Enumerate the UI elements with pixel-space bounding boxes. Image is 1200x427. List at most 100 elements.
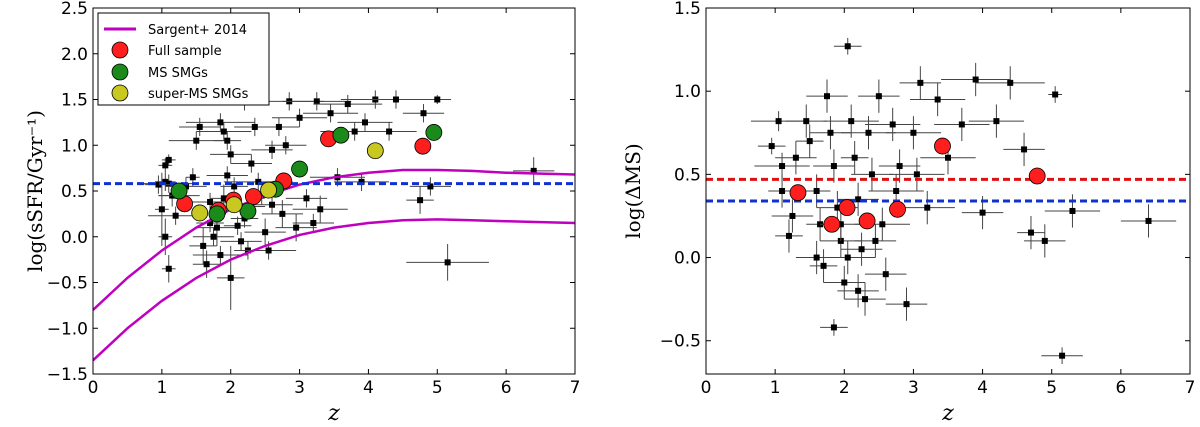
right-point (896, 163, 903, 170)
right-y-tick-label: 1.0 (674, 82, 701, 102)
left-point (155, 181, 162, 188)
right-x-tick-label: 5 (1046, 378, 1057, 398)
right-point (917, 79, 924, 86)
right-point (893, 188, 900, 194)
right-point (841, 279, 848, 286)
left-point (444, 259, 451, 266)
super-ms-smg-marker (225, 196, 243, 214)
left-point (530, 167, 537, 174)
right-point (1041, 237, 1048, 244)
right-point (903, 301, 910, 308)
left-point (227, 274, 234, 281)
full-sample-marker (245, 188, 262, 205)
right-y-tick-label: 1.5 (674, 0, 701, 19)
left-point (251, 123, 258, 130)
right-point (806, 138, 813, 145)
right-point (855, 287, 862, 294)
left-point (158, 206, 165, 213)
left-point (203, 261, 210, 268)
right-point (889, 121, 896, 128)
sargent-curve-upper (93, 168, 575, 311)
left-point (213, 224, 220, 231)
left-point (262, 229, 269, 236)
right-point (789, 212, 796, 219)
right-plot-frame (705, 7, 1191, 375)
legend-marker-full-sample (111, 41, 129, 59)
right-point (1052, 91, 1059, 98)
right-point (824, 93, 830, 100)
right-full-sample-marker (838, 199, 856, 217)
left-x-tick-label: 0 (88, 378, 99, 398)
left-point (269, 201, 276, 208)
left-point (165, 265, 172, 272)
left-x-tick-label: 7 (570, 378, 581, 398)
right-point (779, 188, 786, 194)
left-point (275, 123, 282, 130)
left-panel: 0 1 2 3 4 5 6 7 −1.5 −1.0 −0.5 0.0 0.5 1.0 1.5 2.0 2.5 l… (23, 0, 580, 426)
left-point (234, 222, 241, 229)
left-point (207, 220, 214, 227)
left-point (417, 197, 424, 204)
right-point (792, 154, 799, 161)
right-point (830, 324, 837, 331)
left-point (162, 162, 169, 169)
legend-label-sargent: Sargent+ 2014 (148, 23, 247, 38)
left-point (224, 137, 231, 144)
left-point (265, 247, 272, 254)
left-point (210, 233, 217, 240)
right-full-sample-marker (823, 215, 841, 233)
left-point (420, 110, 427, 117)
left-point (310, 220, 317, 227)
right-point (882, 271, 889, 278)
right-y-tick-label: −0.5 (660, 332, 701, 352)
right-point (924, 204, 931, 211)
left-point (217, 119, 224, 126)
left-point (279, 210, 286, 217)
left-point (434, 96, 441, 103)
right-point (913, 171, 920, 178)
right-full-sample-marker (1028, 167, 1046, 185)
right-x-tick-label: 1 (770, 378, 781, 398)
left-x-tick-label: 1 (156, 378, 167, 398)
left-point (248, 160, 255, 167)
right-point (820, 262, 827, 269)
right-point (848, 118, 855, 125)
left-point (196, 123, 203, 130)
left-point (317, 206, 324, 213)
right-x-tick-label: 2 (839, 378, 850, 398)
left-y-axis-label: log(sSFR/Gyr⁻¹) (23, 110, 47, 272)
right-point (958, 121, 965, 128)
right-y-tick-label: 0.5 (674, 165, 701, 185)
right-point (855, 196, 862, 203)
right-point (834, 204, 841, 211)
right-full-sample-marker (789, 184, 807, 202)
left-y-tick-label: 1.5 (61, 91, 88, 111)
right-x-tick-label: 0 (701, 378, 712, 398)
left-point (162, 233, 169, 240)
legend-label-full-sample: Full sample (148, 44, 222, 59)
left-point (361, 119, 368, 126)
right-point (837, 221, 844, 228)
right-point (972, 76, 979, 83)
legend: Sargent+ 2014 Full sample MS SMGs super-… (97, 12, 270, 106)
left-point (427, 183, 434, 190)
right-point (934, 96, 941, 103)
right-point (858, 246, 865, 253)
left-point (238, 238, 245, 245)
right-point (875, 93, 882, 100)
left-point (165, 156, 172, 163)
left-x-tick-label: 4 (363, 378, 374, 398)
ms-smg-marker (170, 182, 188, 200)
right-full-sample-marker (934, 137, 951, 155)
left-point (392, 96, 399, 103)
legend-marker-ms-smgs (111, 63, 129, 81)
left-point (200, 242, 207, 249)
full-sample-marker (414, 137, 432, 155)
left-point (313, 98, 320, 105)
left-y-tick-label: −1.5 (47, 365, 88, 385)
right-point (993, 118, 1000, 125)
right-y-tick-label: 0.0 (674, 249, 701, 269)
legend-label-super-ms-smgs: super-MS SMGs (148, 87, 249, 102)
right-point (865, 129, 872, 136)
